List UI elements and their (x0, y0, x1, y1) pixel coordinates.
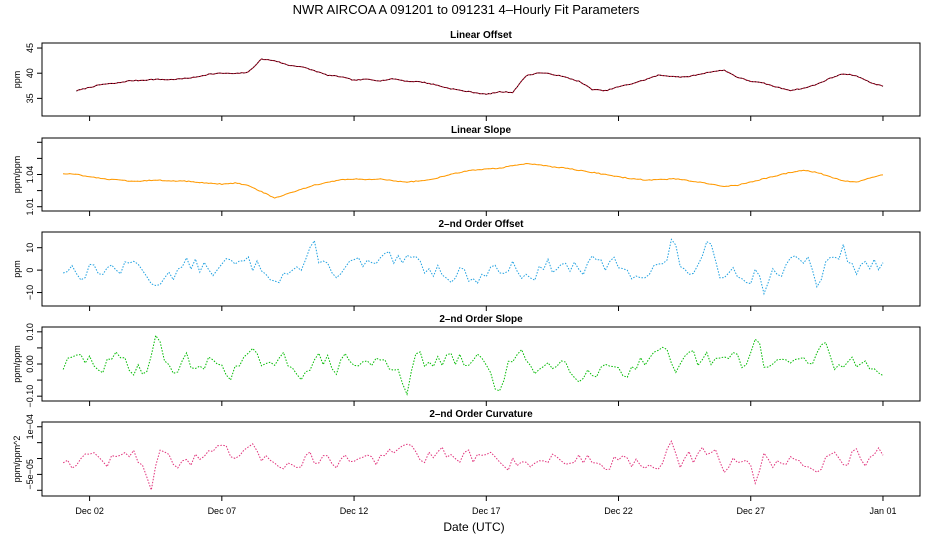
x-tick-label: Dec 12 (340, 506, 369, 516)
y-tick-label: 1.04 (25, 166, 35, 184)
x-tick-label: Dec 27 (736, 506, 765, 516)
y-tick-label: 1e−04 (25, 414, 35, 439)
series-line (63, 162, 884, 199)
y-tick-label: 35 (25, 93, 35, 103)
y-axis-label: ppm/ppm^2 (12, 436, 22, 483)
series-dots (63, 163, 884, 199)
panel-title: 2–nd Order Curvature (429, 409, 533, 420)
y-axis-label: ppm (12, 71, 22, 89)
y-tick-label: 0 (25, 268, 35, 273)
series-line (76, 58, 884, 95)
series-dots (76, 58, 884, 95)
panel-title: 2–nd Order Slope (439, 314, 523, 325)
y-tick-label: −0.10 (25, 385, 35, 408)
y-tick-label: 40 (25, 68, 35, 78)
panel-title: Linear Offset (450, 30, 512, 41)
y-axis-label: ppm (12, 260, 22, 278)
x-tick-label: Dec 22 (604, 506, 633, 516)
panel-title: Linear Slope (451, 125, 511, 136)
y-tick-label: 10 (25, 243, 35, 253)
y-axis-label: ppm/ppm (12, 345, 22, 383)
y-tick-label: −5e−05 (25, 459, 35, 490)
panel-4: 2–nd Order Slope ppm/ppm−0.10 0.00 0.10 (12, 314, 921, 408)
series-line (63, 238, 884, 296)
y-tick-label: 1.01 (25, 198, 35, 216)
plot-frame (41, 326, 921, 402)
y-axis-label: ppm/ppm (12, 156, 22, 194)
y-tick-label: 0.10 (25, 323, 35, 341)
plot-frame (41, 137, 921, 212)
x-tick-label: Jan 01 (869, 506, 896, 516)
panel-3: 2–nd Order Offset ppm−10 0 10 (12, 219, 921, 311)
panel-title: 2–nd Order Offset (438, 219, 524, 230)
panel-5: 2–nd Order Curvature ppm/ppm^2 −5e−05 1e−04 (12, 409, 921, 501)
y-tick-label: 45 (25, 43, 35, 53)
series-line (62, 439, 884, 492)
x-tick-label: Dec 17 (472, 506, 501, 516)
x-axis: Dec 02 Dec 07 Dec 12 Dec 17 Dec 22 Dec 27 Jan … (75, 506, 896, 516)
x-tick-label: Dec 07 (208, 506, 237, 516)
series-line (62, 334, 884, 396)
x-axis-label: Date (UTC) (443, 520, 504, 534)
plot-frame (41, 42, 921, 117)
plot-frame (41, 231, 921, 307)
y-tick-label: 0.00 (25, 355, 35, 373)
main-title: NWR AIRCOA A 091201 to 091231 4–Hourly F… (293, 2, 640, 17)
y-tick-label: −10 (25, 285, 35, 300)
plot-frame (41, 421, 921, 497)
x-tick-label: Dec 02 (75, 506, 104, 516)
